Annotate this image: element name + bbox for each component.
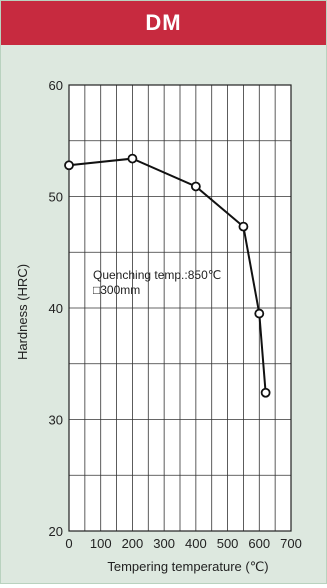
y-tick-label: 40	[49, 301, 63, 316]
x-tick-labels: 0 100 200 300 400 500 600 700	[65, 536, 301, 551]
data-point	[254, 308, 265, 319]
x-tick-label: 700	[280, 536, 302, 551]
y-tick-label: 50	[49, 190, 63, 205]
annotation: Quenching temp.:850℃□300mm	[93, 268, 221, 297]
y-tick-label: 20	[49, 524, 63, 539]
chart-area: 20 30 40 50 60 0 100 200 300 400 500 600 700 Temper…	[1, 55, 326, 583]
x-tick-label: 400	[185, 536, 207, 551]
series-line	[68, 157, 267, 393]
annotation-line: □300mm	[93, 283, 140, 297]
x-axis-label: Tempering temperature (℃)	[107, 559, 268, 574]
data-points	[64, 153, 271, 398]
x-tick-label: 100	[90, 536, 112, 551]
x-tick-label: 200	[122, 536, 144, 551]
y-axis-label: Hardness (HRC)	[15, 264, 30, 360]
data-point	[64, 160, 74, 171]
hardness-chart: 20 30 40 50 60 0 100 200 300 400 500 600 700 Temper…	[15, 78, 302, 574]
plot-frame	[68, 84, 292, 532]
annotation-line: Quenching temp.:850℃	[93, 268, 221, 282]
data-point	[127, 153, 138, 164]
y-tick-labels: 20 30 40 50 60	[49, 78, 63, 539]
data-point	[190, 181, 201, 192]
chart-title-banner: DM	[1, 1, 326, 45]
data-point	[238, 221, 249, 232]
data-point	[260, 387, 271, 398]
x-tick-label: 0	[65, 536, 72, 551]
y-tick-label: 30	[49, 413, 63, 428]
x-tick-label: 300	[153, 536, 175, 551]
x-tick-label: 600	[248, 536, 270, 551]
y-tick-label: 60	[49, 78, 63, 93]
x-tick-label: 500	[217, 536, 239, 551]
